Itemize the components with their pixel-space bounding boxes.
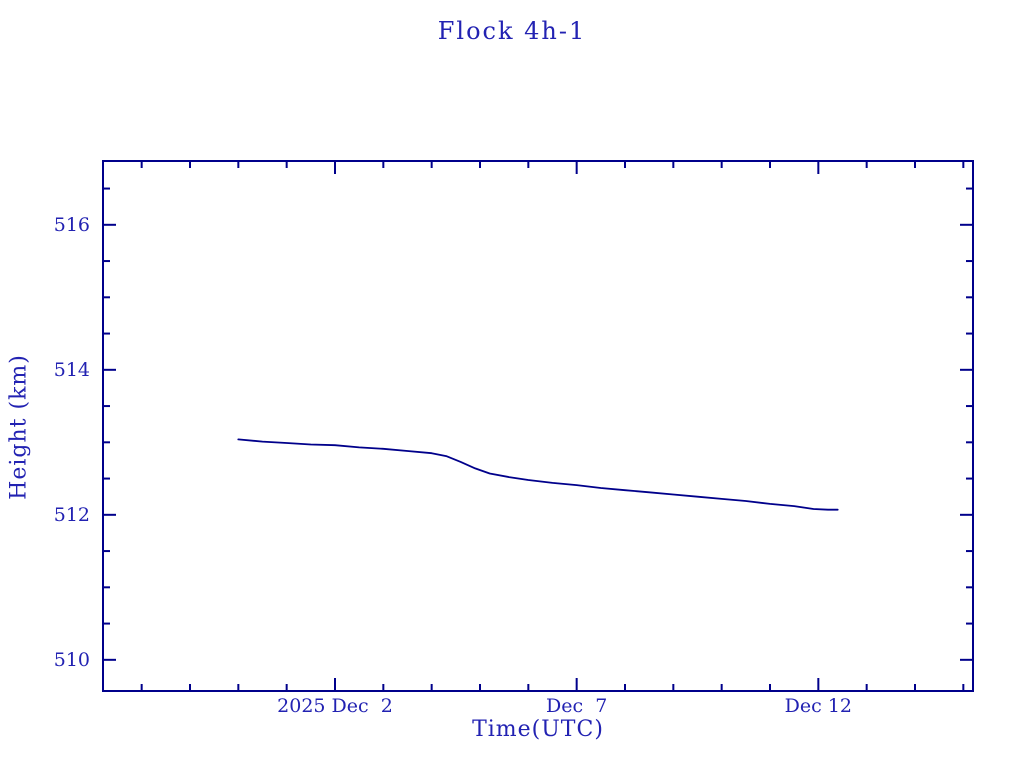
x-tick-label: 2025 Dec 2 bbox=[277, 695, 393, 717]
y-tick-label: 514 bbox=[54, 359, 90, 381]
x-tick-label: Dec 7 bbox=[546, 695, 607, 717]
x-axis-label: Time(UTC) bbox=[472, 717, 604, 742]
y-tick-label: 512 bbox=[54, 504, 90, 526]
chart-title: Flock 4h-1 bbox=[437, 17, 587, 45]
y-axis-label: Height (km) bbox=[6, 354, 32, 500]
y-tick-label: 510 bbox=[54, 649, 90, 671]
y-tick-label: 516 bbox=[54, 214, 90, 236]
height-series-line bbox=[237, 438, 839, 511]
x-tick-label: Dec 12 bbox=[785, 695, 852, 717]
plot-frame bbox=[102, 160, 974, 692]
